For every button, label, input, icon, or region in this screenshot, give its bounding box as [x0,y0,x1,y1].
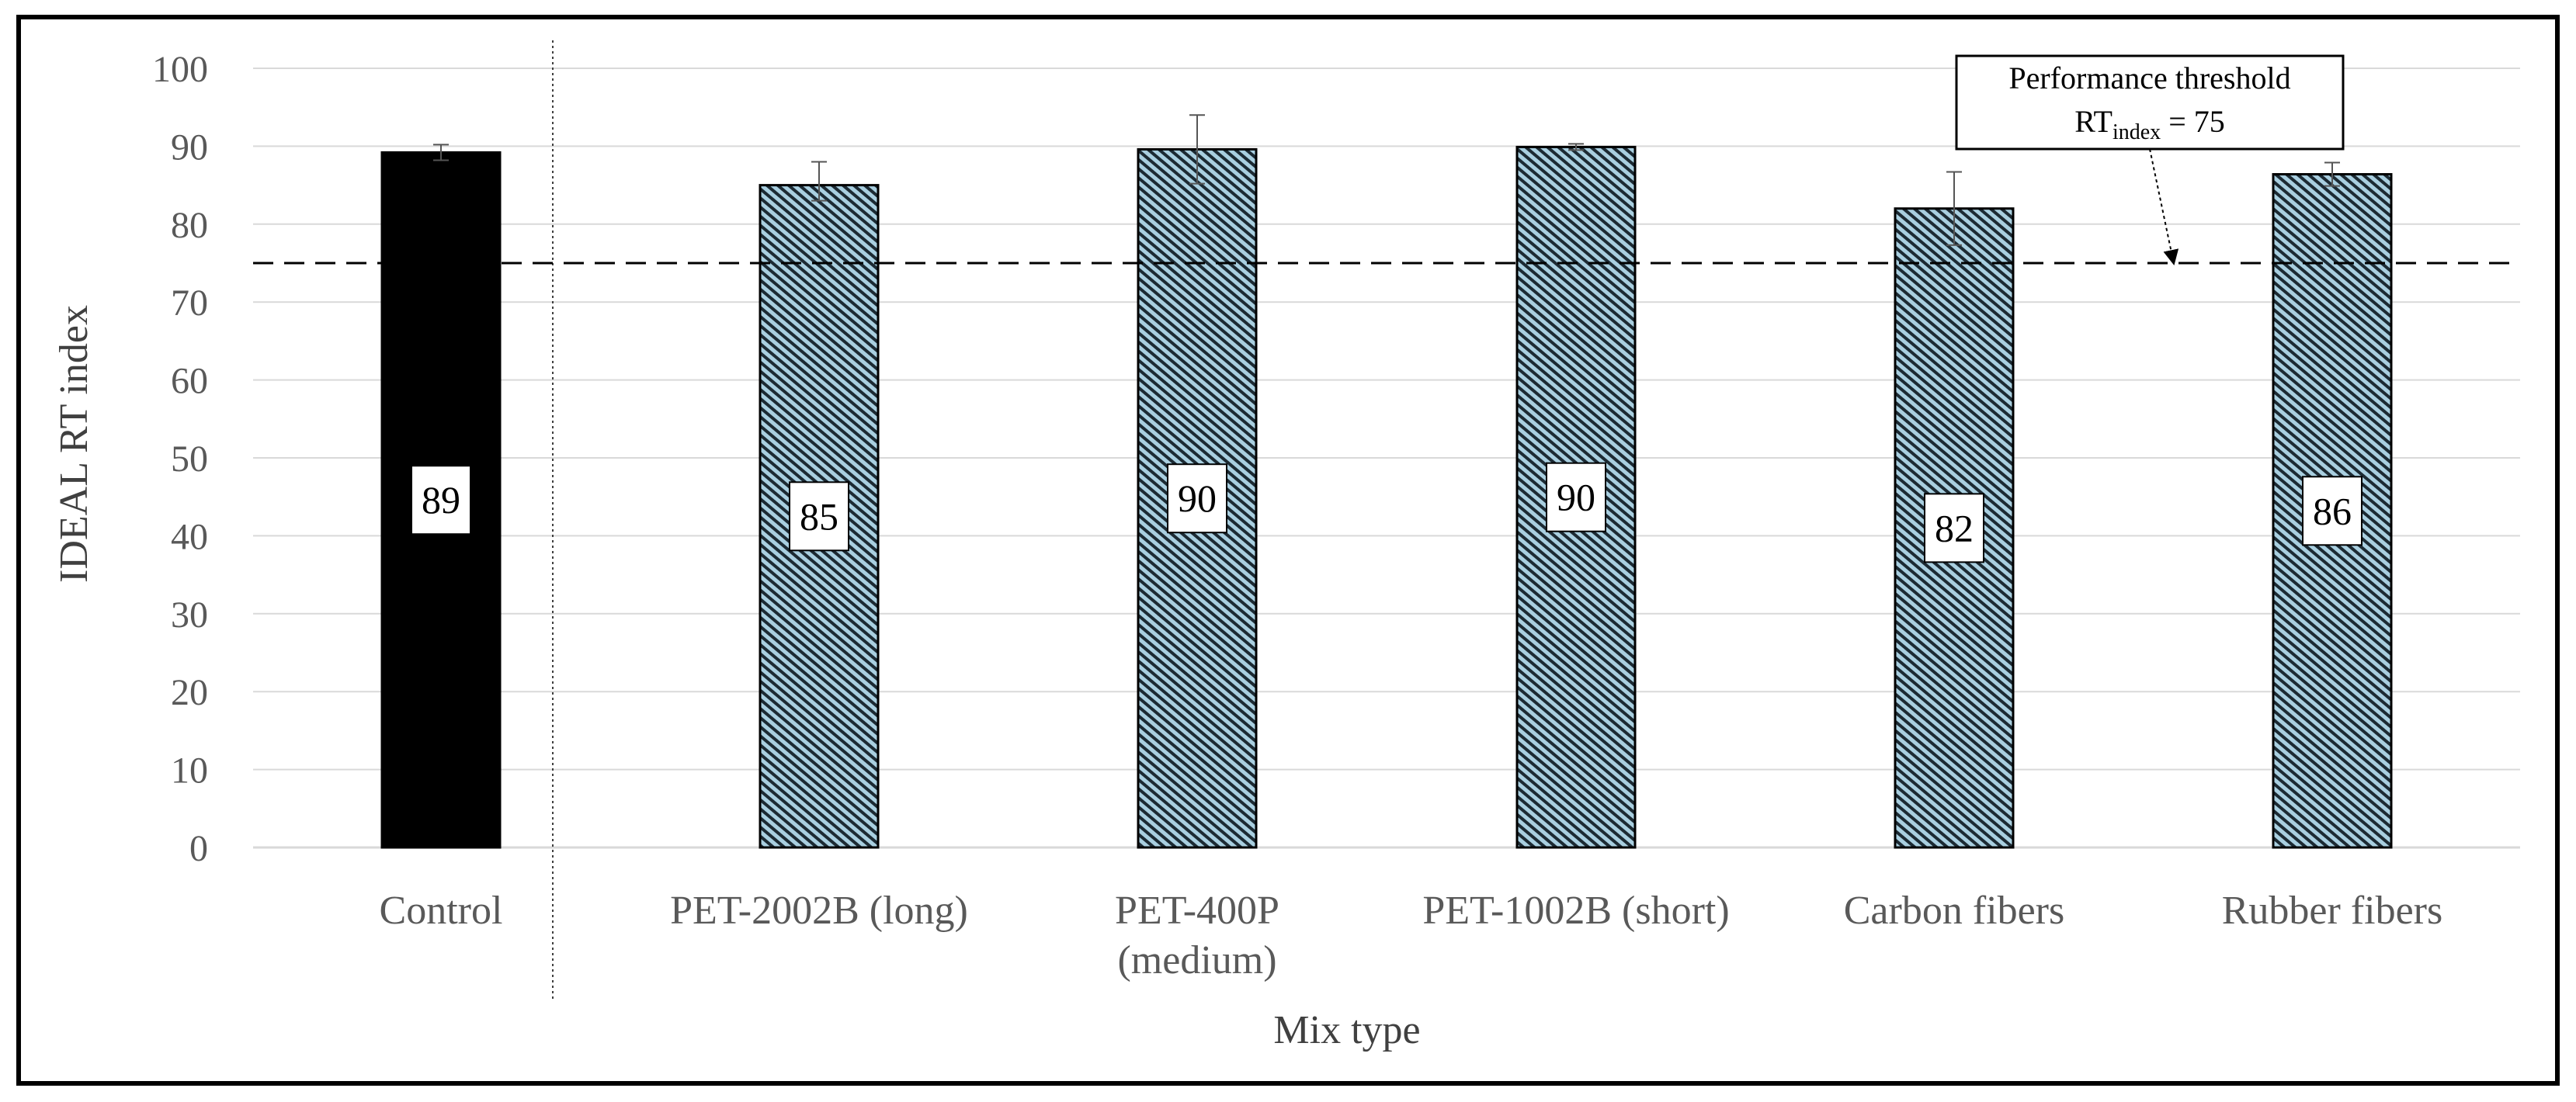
y-tick-label: 90 [171,126,208,168]
x-tick-label: Rubber fibers [2222,889,2442,933]
data-label-box [411,465,471,535]
data-label: 85 [800,494,838,538]
y-tick-label: 100 [152,49,208,90]
y-axis-title: IDEAL RT index [52,305,96,583]
x-axis-title: Mix type [1273,1008,1420,1052]
data-label-box [1924,493,1984,563]
threshold-annotation-arrow [2149,148,2179,265]
y-tick-label: 30 [171,594,208,636]
threshold-annotation-line1: Performance threshold [2008,61,2290,95]
x-tick-label: PET-1002B (short) [1422,889,1729,933]
threshold-annotation-line2: RTindex = 75 [2074,104,2225,144]
data-label: 82 [1935,506,1974,549]
x-tick-label: (medium) [1117,938,1276,982]
gridlines [253,68,2520,771]
y-tick-label: 0 [189,828,208,869]
y-tick-label: 60 [171,361,208,402]
data-label: 89 [422,478,460,522]
threshold-rt-label: RT [2074,104,2113,139]
threshold-rt-subscript: index [2113,120,2161,144]
threshold-annotation: Performance threshold RTindex = 75 [1955,54,2345,265]
y-tick-label: 20 [171,672,208,713]
y-tick-label: 50 [171,438,208,480]
data-label-box [1167,463,1227,534]
data-label-box [789,481,849,552]
error-bars [433,114,2340,246]
threshold-annotation-box [1955,54,2345,151]
x-tick-label: PET-2002B (long) [670,889,968,933]
y-tick-label: 10 [171,750,208,792]
x-axis-ticks: Control PET-2002B (long) PET-400P (medium) P… [380,889,2443,982]
data-label: 86 [2313,489,2352,532]
x-tick-label: PET-400P [1115,889,1279,933]
y-tick-label: 40 [171,516,208,557]
x-tick-label: Control [380,889,503,933]
data-label-box [1546,462,1606,532]
data-label-box [2302,476,2362,546]
data-label: 90 [1557,476,1595,519]
data-labels: 89 85 90 90 82 86 [411,462,2362,563]
y-axis-ticks: 0 10 20 30 40 50 60 70 80 90 100 [152,49,208,869]
threshold-rt-equals: = 75 [2161,104,2225,139]
data-label: 90 [1178,476,1217,520]
y-tick-label: 70 [171,282,208,324]
y-tick-label: 80 [171,205,208,246]
x-tick-label: Carbon fibers [1844,889,2064,933]
